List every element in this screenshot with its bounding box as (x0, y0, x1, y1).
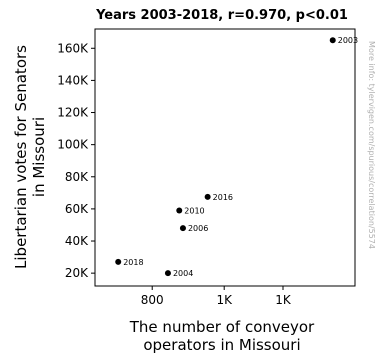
data-point (204, 193, 211, 200)
x-axis-label-line-1: The number of conveyor (129, 318, 315, 336)
x-tick-label: 1K (216, 293, 233, 307)
y-axis-label-line-2: in Missouri (30, 117, 48, 197)
x-axis-label-line-2: operators in Missouri (143, 336, 300, 354)
data-points: 2003 2004 2006 2010 2016 2018 (115, 36, 358, 278)
data-point-label: 2003 (338, 36, 358, 45)
y-tick-label: 80K (65, 170, 89, 184)
y-tick-label: 100K (57, 138, 89, 152)
watermark-text: More info: tylervigen.com/spurious/corre… (367, 41, 375, 249)
x-axis: 800 1K 1K (141, 286, 292, 307)
data-point-label: 2006 (188, 224, 208, 233)
data-point-label: 2016 (213, 193, 233, 202)
y-tick-label: 120K (57, 106, 89, 120)
y-tick-label: 20K (65, 266, 89, 280)
x-tick-label: 800 (141, 293, 164, 307)
y-tick-label: 40K (65, 234, 89, 248)
data-point-label: 2010 (184, 207, 204, 216)
data-point (115, 258, 122, 265)
y-tick-label: 140K (57, 73, 89, 87)
data-point (179, 225, 186, 232)
data-point (176, 207, 183, 214)
chart-title: Years 2003-2018, r=0.970, p<0.01 (95, 8, 348, 23)
data-point (329, 37, 336, 44)
x-tick-label: 1K (275, 293, 292, 307)
y-axis-label-line-1: Libertarian votes for Senators (12, 45, 30, 269)
plot-frame (94, 28, 356, 287)
y-axis: 20K 40K 60K 80K 100K 120K 140K 160K (57, 41, 95, 280)
data-point-label: 2018 (123, 258, 143, 267)
data-point-label: 2004 (173, 269, 193, 278)
y-tick-label: 160K (57, 41, 89, 55)
y-tick-label: 60K (65, 202, 89, 216)
data-point (164, 270, 171, 277)
